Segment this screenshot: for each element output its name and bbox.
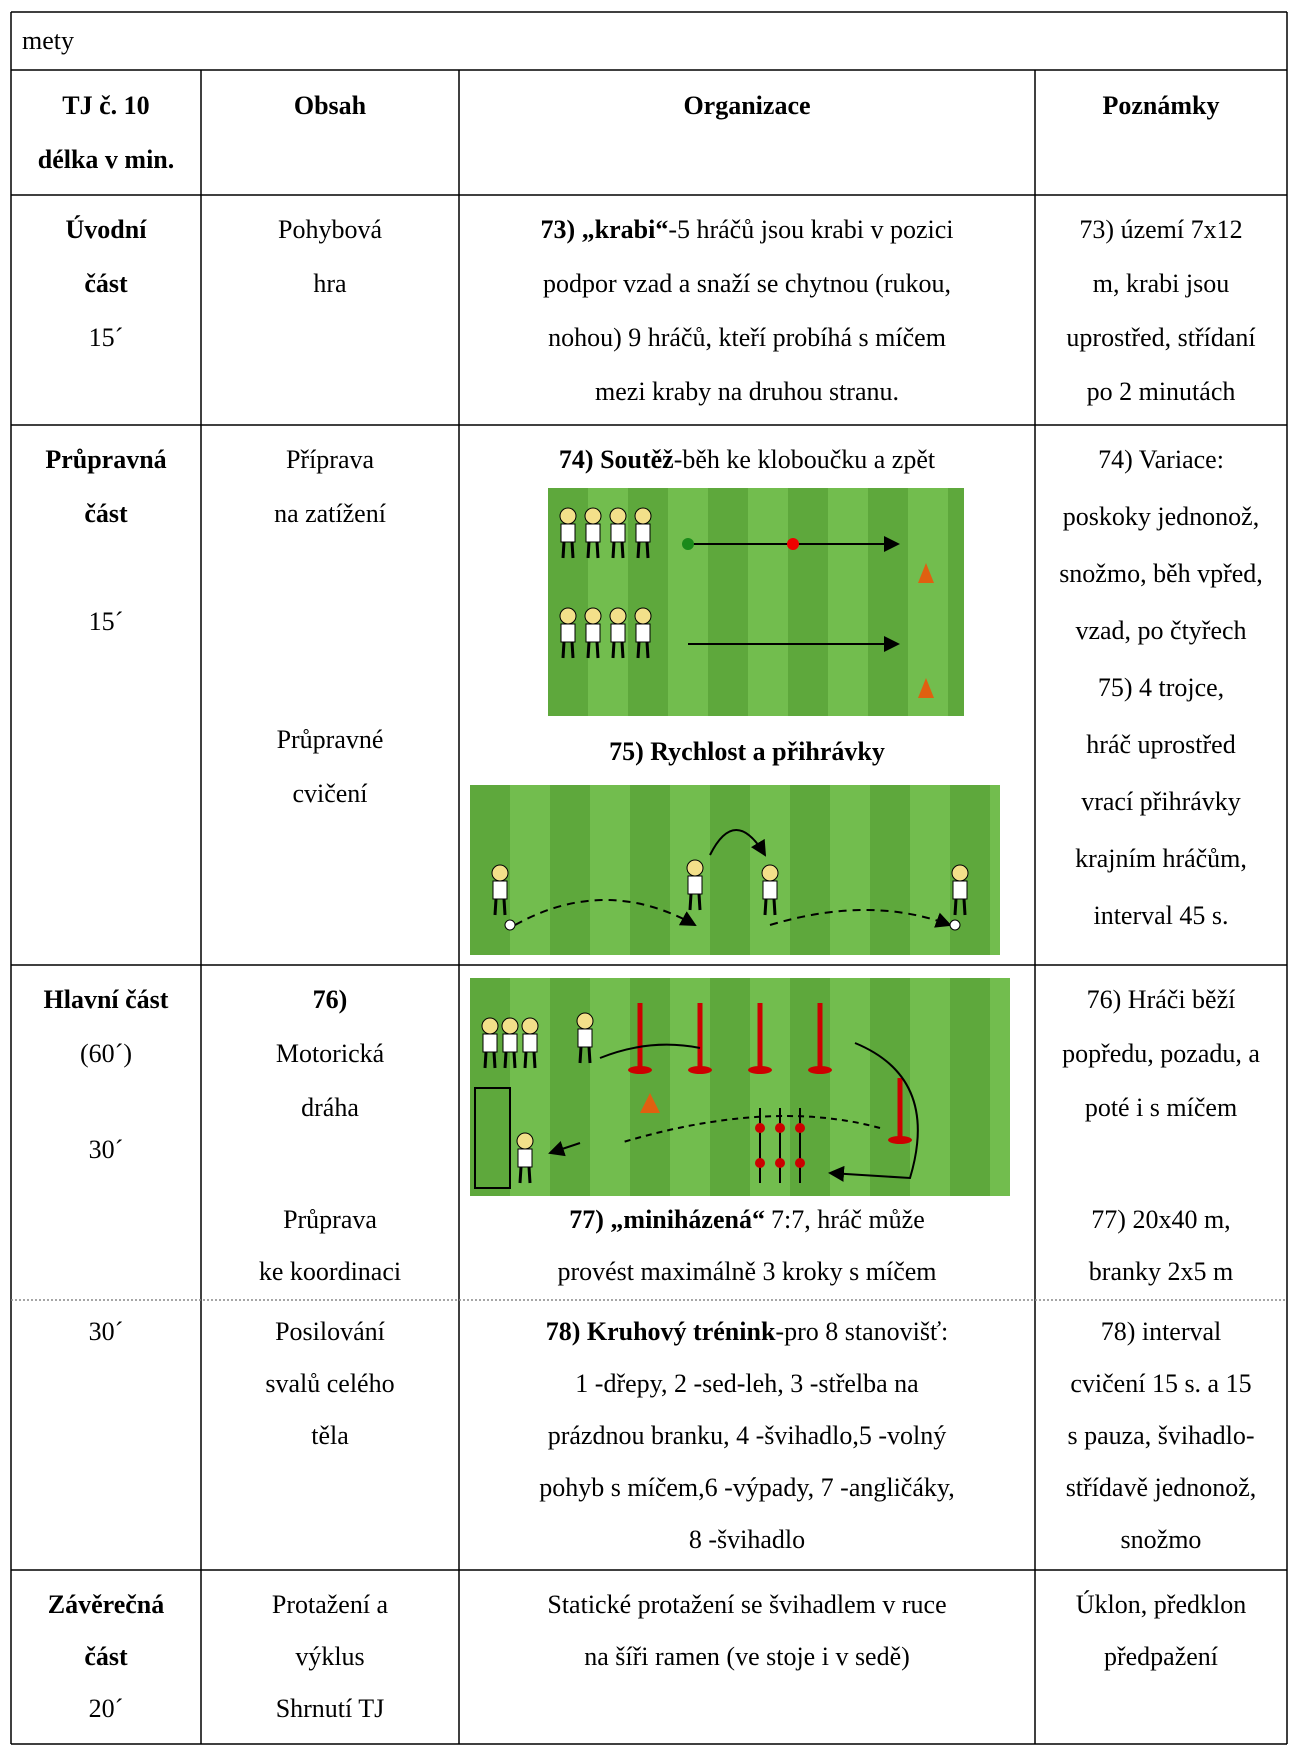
part-time: 30´ (88, 1317, 124, 1346)
note-line: střídavě jednonož, (1065, 1473, 1257, 1502)
part-label: Úvodní (65, 215, 147, 244)
note-line: krajním hráčům, (1075, 844, 1247, 873)
header-cell: TJ č. 10 (62, 91, 150, 120)
organization-line: provést maximálně 3 kroky s míčem (557, 1257, 937, 1286)
top-row-text: mety (22, 26, 74, 55)
note-line: 74) Variace: (1098, 445, 1224, 474)
part-time: 30´ (88, 1135, 124, 1164)
note-line: 75) 4 trojce, (1097, 673, 1225, 702)
drill-diagram (470, 978, 1010, 1196)
content-text: ke koordinaci (258, 1257, 402, 1286)
note-line: s pauza, švihadlo- (1067, 1421, 1255, 1450)
organization-line: Statické protažení se švihadlem v ruce (547, 1590, 947, 1619)
header-cell: Poznámky (1102, 91, 1220, 120)
part-time: 15´ (88, 607, 124, 636)
note-line: 78) interval (1100, 1317, 1222, 1346)
organization-line: pohyb s míčem,6 -výpady, 7 -angličáky, (539, 1473, 955, 1502)
content-text: Posilování (275, 1317, 385, 1346)
note-line: vrací přihrávky (1081, 787, 1241, 816)
organization-text: 7:7, hráč může (770, 1205, 925, 1234)
note-line: branky 2x5 m (1088, 1257, 1234, 1286)
organization-line: prázdnou branku, 4 -švihadlo,5 -volný (547, 1421, 947, 1450)
organization-text: -pro 8 stanovišť: (775, 1317, 949, 1346)
exercise-title: 73) „krabi“ (540, 215, 669, 244)
drill-diagram (548, 488, 964, 716)
part-time: 15´ (88, 323, 124, 352)
content-text: těla (311, 1421, 349, 1450)
note-line: popředu, pozadu, a (1062, 1039, 1260, 1068)
note-line: snožmo, běh vpřed, (1059, 559, 1263, 588)
content-text: cvičení (292, 779, 368, 808)
content-text: výklus (295, 1642, 365, 1671)
note-line: 73) území 7x12 (1079, 215, 1243, 244)
part-time: 20´ (88, 1694, 124, 1723)
part-label: Hlavní část (43, 985, 169, 1014)
content-text: Shrnutí TJ (275, 1694, 385, 1723)
exercise-title: 78) Kruhový trénink (545, 1317, 776, 1346)
content-text: 76) (312, 985, 348, 1014)
part-time: (60´) (80, 1039, 132, 1068)
content-text: svalů celého (265, 1369, 395, 1398)
content-text: Pohybová (278, 215, 382, 244)
note-line: 77) 20x40 m, (1091, 1205, 1231, 1234)
note-line: hráč uprostřed (1086, 730, 1236, 759)
content-text: Protažení a (271, 1590, 389, 1619)
content-text: na zatížení (274, 499, 386, 528)
organization-line: 74) Soutěž-běh ke kloboučku a zpět (459, 445, 1035, 475)
organization-line: mezi kraby na druhou stranu. (595, 377, 899, 406)
organization-text: -5 hráčů jsou krabi v pozici (668, 215, 954, 244)
content-text: Průprava (283, 1205, 377, 1234)
content-text: Motorická (275, 1039, 385, 1068)
note-line: cvičení 15 s. a 15 (1070, 1369, 1252, 1398)
part-label: Průpravná (45, 445, 167, 474)
content-text: hra (313, 269, 347, 298)
header-cell: délka v min. (37, 145, 175, 174)
part-label: část (84, 269, 128, 298)
header-cell: Obsah (293, 91, 367, 120)
part-label: část (84, 499, 128, 528)
note-line: předpažení (1103, 1642, 1219, 1671)
exercise-title: 75) Rychlost a přihrávky (609, 737, 885, 766)
organization-line: nohou) 9 hráčů, kteří probíhá s míčem (548, 323, 946, 352)
note-line: snožmo (1120, 1525, 1202, 1554)
organization-text: -běh ke kloboučku a zpět (673, 445, 936, 474)
organization-line: 78) Kruhový trénink-pro 8 stanovišť: (459, 1317, 1035, 1347)
organization-line: podpor vzad a snaží se chytnou (rukou, (543, 269, 951, 298)
note-line: po 2 minutách (1086, 377, 1236, 406)
note-line: Úklon, předklon (1075, 1590, 1247, 1619)
header-cell: Organizace (683, 91, 811, 120)
note-line: m, krabi jsou (1092, 269, 1230, 298)
drill-diagram (470, 785, 1000, 955)
part-label: část (84, 1642, 128, 1671)
organization-line: 73) „krabi“-5 hráčů jsou krabi v pozici (459, 215, 1035, 245)
organization-line: 1 -dřepy, 2 -sed-leh, 3 -střelba na (575, 1369, 919, 1398)
note-line: 76) Hráči běží (1086, 985, 1236, 1014)
content-text: dráha (301, 1093, 359, 1122)
exercise-title: 77) „miniházená“ (569, 1205, 765, 1234)
content-text: Průpravné (276, 725, 384, 754)
content-text: Příprava (285, 445, 375, 474)
note-line: vzad, po čtyřech (1075, 616, 1247, 645)
note-line: interval 45 s. (1093, 901, 1229, 930)
note-line: uprostřed, střídaní (1066, 323, 1256, 352)
note-line: poskoky jednonož, (1062, 502, 1260, 531)
organization-line: 8 -švihadlo (688, 1525, 806, 1554)
note-line: poté i s míčem (1084, 1093, 1238, 1122)
organization-line: 77) „miniházená“ 7:7, hráč může (459, 1205, 1035, 1235)
organization-line: na šíři ramen (ve stoje i v sedě) (584, 1642, 910, 1671)
part-label: Závěrečná (47, 1590, 165, 1619)
exercise-title: 74) Soutěž (558, 445, 674, 474)
